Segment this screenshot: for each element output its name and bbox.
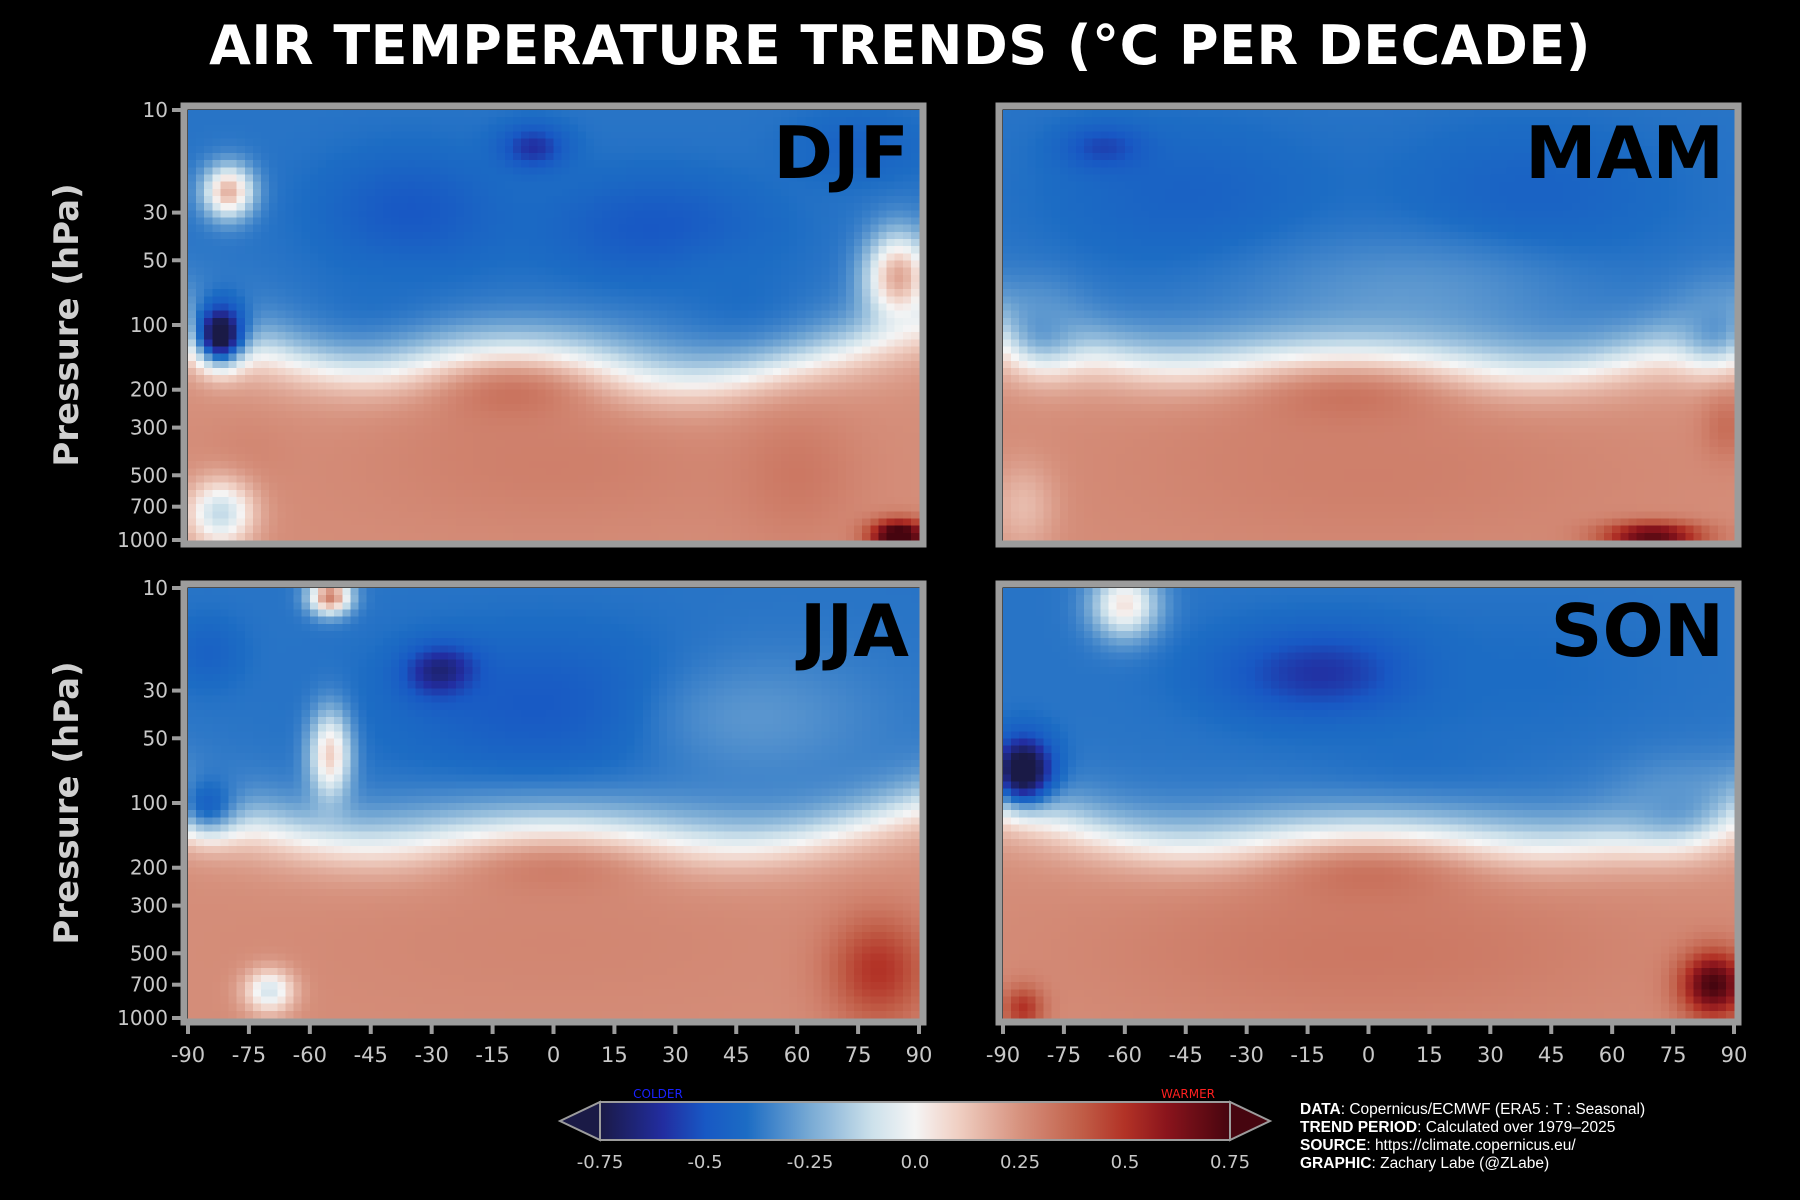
y-tick-label: 100 [130, 791, 168, 815]
y-tick-label: 10 [143, 98, 168, 122]
colorbar-tick-label: 0.25 [1000, 1152, 1040, 1173]
colorbar-tick-label: 0.0 [901, 1152, 930, 1173]
panel-mam: MAM [999, 106, 1738, 544]
y-tick-label: 700 [130, 973, 168, 997]
x-tick-label: 30 [1477, 1043, 1504, 1067]
credit-trend-period: TREND PERIOD: Calculated over 1979–2025 [1300, 1119, 1645, 1137]
x-tick-label: 90 [1721, 1043, 1748, 1067]
colorbar-bar [600, 1102, 1230, 1140]
panel-label: DJF [773, 111, 909, 195]
y-tick-label: 30 [143, 679, 168, 703]
y-tick-label: 10 [143, 576, 168, 600]
x-tick-label: -15 [1290, 1043, 1324, 1067]
y-tick-label: 1000 [117, 1006, 168, 1030]
y-tick-label: 200 [130, 378, 168, 402]
credit-graphic: GRAPHIC: Zachary Labe (@ZLabe) [1300, 1155, 1645, 1173]
x-tick-label: 0 [1362, 1043, 1375, 1067]
y-tick-label: 100 [130, 313, 168, 337]
x-tick-label: -45 [354, 1043, 388, 1067]
panel-djf: DJF 10 30 50 100 200 300 500 700 1000 Pressure (hP… [47, 98, 923, 552]
colorbar: -0.75 -0.5 -0.25 0.0 0.25 0.5 0.75 COLDER WARMER [560, 1087, 1270, 1173]
y-tick-label: 50 [143, 248, 168, 272]
panel-label: SON [1551, 589, 1724, 673]
panel-label: JJA [795, 589, 910, 673]
colorbar-extend-low [560, 1102, 600, 1140]
x-tick-label: 60 [784, 1043, 811, 1067]
x-tick-label: -60 [1108, 1043, 1142, 1067]
x-tick-label: -45 [1169, 1043, 1203, 1067]
colorbar-tick-label: 0.5 [1111, 1152, 1140, 1173]
credit-data: DATA: Copernicus/ECMWF (ERA5 : T : Seaso… [1300, 1101, 1645, 1119]
colorbar-tick-label: -0.75 [577, 1152, 624, 1173]
x-tick-label: -60 [293, 1043, 327, 1067]
colorbar-tick-label: -0.25 [787, 1152, 834, 1173]
y-tick-label: 50 [143, 726, 168, 750]
panel-label: MAM [1525, 111, 1724, 195]
colorbar-warmer-label: WARMER [1161, 1087, 1215, 1101]
x-tick-label: -30 [415, 1043, 449, 1067]
x-tick-label: 0 [547, 1043, 560, 1067]
x-tick-label: 15 [601, 1043, 628, 1067]
colorbar-tick-label: -0.5 [687, 1152, 722, 1173]
x-tick-label: 45 [1538, 1043, 1565, 1067]
x-tick-label: 75 [845, 1043, 872, 1067]
x-tick-label: -75 [1047, 1043, 1081, 1067]
x-tick-label: 90 [906, 1043, 933, 1067]
y-tick-label: 30 [143, 201, 168, 225]
x-tick-label: 45 [723, 1043, 750, 1067]
y-axis-label: Pressure (hPa) [47, 183, 87, 466]
x-tick-label: 30 [662, 1043, 689, 1067]
credits-block: DATA: Copernicus/ECMWF (ERA5 : T : Seaso… [1300, 1101, 1645, 1173]
y-axis-label: Pressure (hPa) [47, 661, 87, 944]
y-tick-label: 1000 [117, 528, 168, 552]
colorbar-tick-label: 0.75 [1210, 1152, 1250, 1173]
colorbar-extend-high [1230, 1102, 1270, 1140]
y-tick-label: 300 [130, 894, 168, 918]
x-tick-label: -90 [171, 1043, 205, 1067]
x-tick-label: 15 [1416, 1043, 1443, 1067]
y-tick-label: 700 [130, 495, 168, 519]
colorbar-colder-label: COLDER [633, 1087, 683, 1101]
x-tick-label: -15 [475, 1043, 509, 1067]
y-tick-label: 200 [130, 856, 168, 880]
panel-son: SON -90 -75 -60 -45 -30 -15 0 15 30 45 60 75 90 [986, 584, 1748, 1067]
x-tick-label: 75 [1660, 1043, 1687, 1067]
x-tick-label: 60 [1599, 1043, 1626, 1067]
y-tick-label: 500 [130, 941, 168, 965]
x-tick-label: -90 [986, 1043, 1020, 1067]
x-tick-label: -75 [232, 1043, 266, 1067]
credit-source: SOURCE: https://climate.copernicus.eu/ [1300, 1137, 1645, 1155]
y-tick-label: 300 [130, 416, 168, 440]
y-tick-label: 500 [130, 463, 168, 487]
x-tick-label: -30 [1230, 1043, 1264, 1067]
